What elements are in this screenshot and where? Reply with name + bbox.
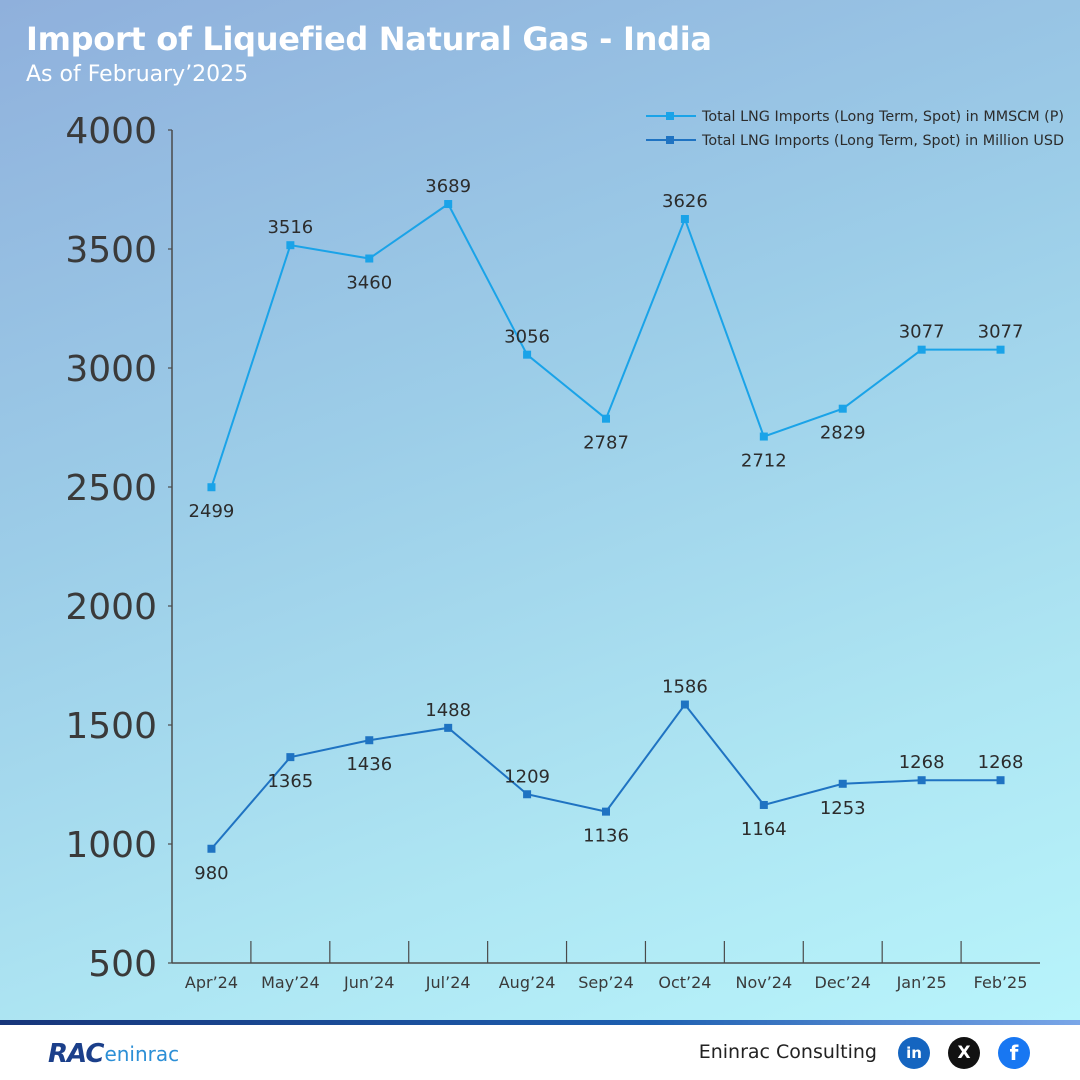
data-label: 2499 [189,501,235,522]
data-point-marker [523,790,532,799]
data-label: 3077 [899,322,945,343]
y-tick-label: 3000 [65,349,157,390]
x-tick-label: Jul’24 [425,973,471,992]
data-point-marker [996,776,1005,785]
data-label: 1268 [899,752,945,773]
data-point-marker [680,700,689,709]
data-point-marker [523,350,532,359]
data-label: 2829 [820,423,866,444]
chart-title: Import of Liquefied Natural Gas - India [26,20,712,58]
logo-rac-text: RAC [48,1039,104,1069]
linkedin-icon[interactable]: in [898,1037,930,1069]
data-label: 3077 [978,322,1024,343]
data-label: 1136 [583,826,629,847]
data-label: 3689 [425,176,471,197]
data-point-marker [996,345,1005,354]
data-point-marker [759,432,768,441]
data-label: 3056 [504,327,550,348]
legend-marker [666,136,674,144]
data-label: 1164 [741,819,787,840]
data-point-marker [286,241,295,250]
legend-label: Total LNG Imports (Long Term, Spot) in M… [701,133,1064,149]
line-chart: 4000 3500 3000 2500 2000 1500 1000 500 Apr’24 May… [65,109,1064,992]
data-label: 3626 [662,191,708,212]
data-point-marker [286,753,295,762]
legend-label: Total LNG Imports (Long Term, Spot) in M… [701,109,1064,125]
x-tick-label: Sep’24 [578,973,634,992]
data-label: 2787 [583,433,629,454]
data-label: 2712 [741,451,787,472]
y-tick-label: 500 [88,944,157,985]
data-label: 1488 [425,700,471,721]
data-point-marker [207,483,216,492]
x-tick-label: Jan’25 [896,973,947,992]
data-label: 1209 [504,766,550,787]
legend-marker [666,112,674,120]
x-tick-label: Feb’25 [974,973,1028,992]
data-point-marker [838,779,847,788]
data-label: 3460 [346,273,392,294]
data-point-marker [444,723,453,732]
data-point-marker [838,404,847,413]
logo-eninrac-text: eninrac [104,1042,180,1066]
footer-divider [0,1020,1080,1025]
y-tick-label: 1000 [65,825,157,866]
data-point-marker [759,800,768,809]
x-tick-label: Nov’24 [735,973,792,992]
x-tick-label: Aug’24 [499,973,556,992]
data-point-marker [602,414,610,423]
data-label: 1253 [820,798,866,819]
chart-panel: Import of Liquefied Natural Gas - India … [0,0,1080,1020]
data-label: 1436 [346,754,392,775]
y-tick-label: 4000 [65,111,157,152]
x-tick-label: Oct’24 [658,973,711,992]
x-tick-label: Jun’24 [343,973,394,992]
data-point-marker [917,776,926,785]
y-tick-label: 3500 [65,230,157,271]
footer: RAC eninrac Eninrac Consulting in X f [0,1025,1080,1080]
data-label: 980 [194,863,228,884]
data-label: 1365 [267,771,313,792]
company-logo: RAC eninrac [48,1039,179,1069]
data-label: 3516 [267,217,313,238]
chart-subtitle: As of February’2025 [26,62,249,87]
data-point-marker [444,200,453,209]
brand-name: Eninrac Consulting [698,1041,877,1063]
y-tick-label: 1500 [65,706,157,747]
data-point-marker [602,807,610,816]
data-label: 1268 [978,752,1024,773]
data-point-marker [680,215,689,224]
x-tick-label: Apr’24 [185,973,238,992]
x-icon[interactable]: X [948,1037,980,1069]
x-tick-label: May’24 [261,973,320,992]
data-point-marker [207,844,216,853]
facebook-icon[interactable]: f [998,1037,1030,1069]
data-point-marker [365,736,374,745]
data-point-marker [365,254,374,263]
y-tick-label: 2500 [65,468,157,509]
data-point-marker [917,345,926,354]
y-tick-label: 2000 [65,587,157,628]
x-tick-label: Dec’24 [815,973,871,992]
data-label: 1586 [662,677,708,698]
